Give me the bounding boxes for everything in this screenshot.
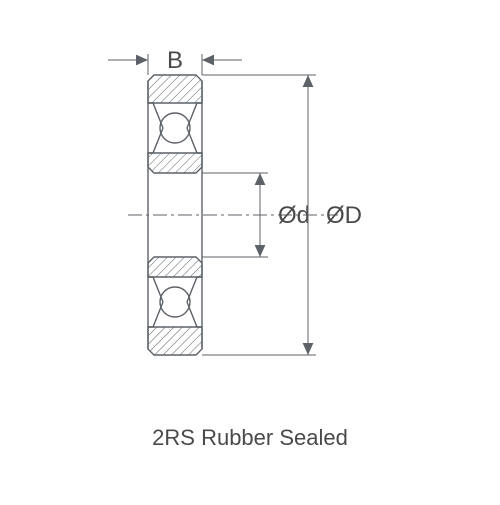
caption-text: 2RS Rubber Sealed	[0, 425, 500, 451]
svg-text:ØD: ØD	[326, 202, 362, 229]
svg-text:B: B	[167, 47, 183, 74]
svg-text:Ød: Ød	[278, 202, 310, 229]
